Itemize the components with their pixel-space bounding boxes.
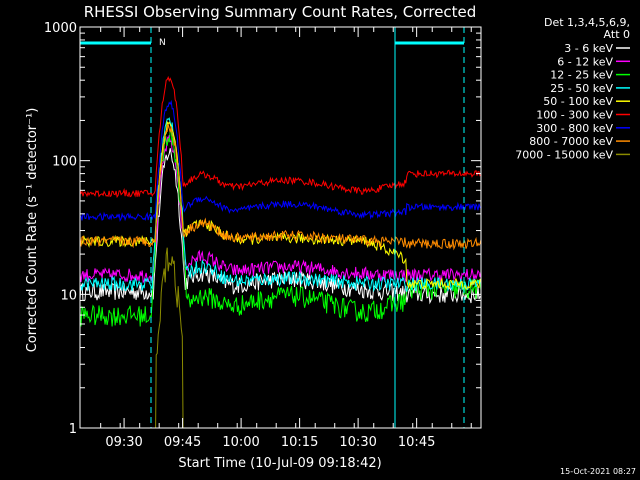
legend-header-1: Det 1,3,4,5,6,9,	[544, 16, 630, 29]
legend-header-2: Att 0	[604, 28, 630, 41]
y-axis-label: Corrected Count Rate (s⁻¹ detector⁻¹)	[25, 108, 40, 353]
series-line	[80, 124, 481, 251]
chart-title: RHESSI Observing Summary Count Rates, Co…	[84, 3, 477, 21]
legend-entry: 12 - 25 keV	[550, 69, 613, 82]
legend-entry: 3 - 6 keV	[564, 42, 613, 55]
y-tick-label: 100	[52, 155, 77, 170]
x-tick-label: 09:30	[105, 435, 142, 450]
series-line	[80, 75, 481, 199]
x-tick-label: 09:45	[164, 435, 201, 450]
series-line	[80, 99, 481, 222]
plot-frame	[79, 26, 482, 429]
legend-entry: 50 - 100 keV	[543, 95, 613, 108]
y-tick-label: 10	[60, 288, 77, 303]
axes: 1 10 100 1000 09:30 09:45 10:00 10:15 10:30 10:45	[44, 21, 482, 450]
legend-entry: 300 - 800 keV	[536, 122, 613, 135]
y-tick-label: 1000	[44, 21, 77, 36]
annotation-n: N	[159, 38, 166, 48]
timestamp: 15-Oct-2021 08:27	[560, 467, 636, 476]
y-tick-label: 1	[69, 422, 77, 437]
x-tick-label: 10:30	[339, 435, 376, 450]
legend-entry: 800 - 7000 keV	[529, 135, 613, 148]
legend-entry: 100 - 300 keV	[536, 109, 613, 122]
x-tick-label: 10:15	[281, 435, 318, 450]
legend-entry: 6 - 12 keV	[557, 55, 613, 68]
x-axis-label: Start Time (10-Jul-09 09:18:42)	[178, 456, 381, 471]
legend-entry: 7000 - 15000 keV	[515, 148, 613, 161]
series-group	[80, 27, 481, 428]
x-tick-label: 10:00	[222, 435, 259, 450]
x-tick-label: 10:45	[398, 435, 435, 450]
plot-area: N	[80, 27, 481, 428]
legend-entry: 25 - 50 keV	[550, 82, 613, 95]
